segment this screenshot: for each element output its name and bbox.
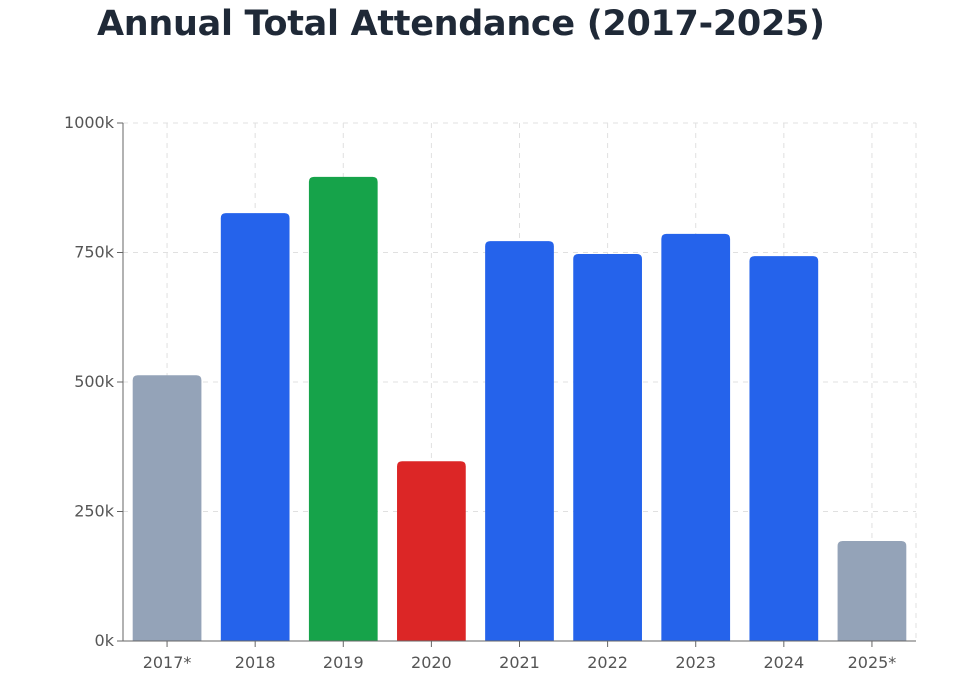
bar-2019 (308, 176, 378, 641)
bar-2024 (749, 256, 819, 641)
chart-title: Annual Total Attendance (2017-2025) (97, 4, 825, 44)
x-tick-label: 2017* (143, 653, 192, 672)
bar-2021 (485, 241, 554, 641)
x-tick-label: 2020 (411, 653, 452, 672)
y-tick-label: 500k (74, 372, 115, 391)
bar-2025 (837, 541, 907, 641)
y-tick-label: 1000k (64, 113, 115, 132)
y-tick-label: 750k (74, 243, 115, 262)
x-tick-label: 2021 (499, 653, 540, 672)
x-tick-label: 2018 (235, 653, 276, 672)
x-tick-label: 2024 (763, 653, 804, 672)
x-tick-label: 2023 (675, 653, 716, 672)
y-tick-label: 0k (95, 631, 115, 650)
y-tick-label: 250k (74, 502, 115, 521)
bar-2020 (397, 461, 466, 641)
x-tick-label: 2022 (587, 653, 628, 672)
bar-2018 (220, 213, 290, 641)
x-tick-label: 2025* (848, 653, 897, 672)
bar-2017 (132, 375, 202, 641)
bar-2022 (573, 254, 642, 641)
bar-2023 (661, 233, 731, 642)
x-tick-label: 2019 (323, 653, 364, 672)
